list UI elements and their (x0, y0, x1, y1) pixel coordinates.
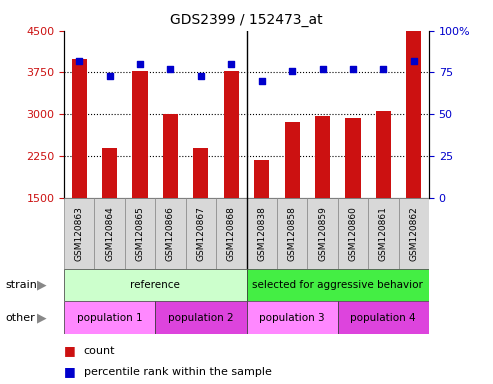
Text: GDS2399 / 152473_at: GDS2399 / 152473_at (170, 13, 323, 27)
Text: GSM120860: GSM120860 (349, 206, 357, 261)
Text: GSM120868: GSM120868 (227, 206, 236, 261)
Bar (216, 198, 246, 269)
Text: GSM120861: GSM120861 (379, 206, 388, 261)
Text: population 2: population 2 (168, 313, 234, 323)
Text: percentile rank within the sample: percentile rank within the sample (84, 366, 272, 377)
Bar (307, 198, 338, 269)
Bar (368, 198, 398, 269)
Bar (246, 301, 338, 334)
Bar (64, 198, 95, 269)
Text: GSM120838: GSM120838 (257, 206, 266, 261)
Text: GSM120867: GSM120867 (196, 206, 206, 261)
Text: population 4: population 4 (351, 313, 416, 323)
Text: GSM120858: GSM120858 (287, 206, 297, 261)
Point (106, 73, 113, 79)
Bar (224, 71, 239, 198)
Bar (254, 160, 269, 198)
Bar (71, 58, 87, 198)
Text: ■: ■ (64, 344, 76, 357)
Bar (376, 111, 391, 198)
Bar (246, 269, 429, 301)
Text: GSM120862: GSM120862 (409, 206, 418, 261)
Bar (398, 198, 429, 269)
Text: GSM120864: GSM120864 (105, 206, 114, 261)
Bar (102, 147, 117, 198)
Text: GSM120863: GSM120863 (75, 206, 84, 261)
Text: selected for aggressive behavior: selected for aggressive behavior (252, 280, 423, 290)
Point (167, 66, 175, 72)
Bar (163, 114, 178, 198)
Text: count: count (84, 346, 115, 356)
Bar (125, 198, 155, 269)
Bar (155, 198, 186, 269)
Bar (338, 198, 368, 269)
Text: reference: reference (130, 280, 180, 290)
Point (197, 73, 205, 79)
Text: ▶: ▶ (37, 311, 47, 324)
Bar (315, 116, 330, 198)
Bar (186, 198, 216, 269)
Point (349, 66, 357, 72)
Bar (95, 198, 125, 269)
Bar (133, 71, 148, 198)
Point (258, 78, 266, 84)
Bar (406, 31, 422, 198)
Bar (277, 198, 307, 269)
Point (227, 61, 235, 67)
Text: population 3: population 3 (259, 313, 325, 323)
Bar (193, 147, 209, 198)
Bar (155, 301, 246, 334)
Point (318, 66, 326, 72)
Bar (64, 301, 155, 334)
Text: population 1: population 1 (77, 313, 142, 323)
Point (380, 66, 387, 72)
Bar (64, 269, 246, 301)
Point (410, 58, 418, 64)
Bar (284, 122, 300, 198)
Point (75, 58, 83, 64)
Bar (345, 118, 360, 198)
Bar (246, 198, 277, 269)
Text: other: other (5, 313, 35, 323)
Point (288, 68, 296, 74)
Text: GSM120859: GSM120859 (318, 206, 327, 261)
Text: ■: ■ (64, 365, 76, 378)
Text: GSM120865: GSM120865 (136, 206, 144, 261)
Point (136, 61, 144, 67)
Text: ▶: ▶ (37, 279, 47, 291)
Bar (338, 301, 429, 334)
Text: strain: strain (5, 280, 37, 290)
Text: GSM120866: GSM120866 (166, 206, 175, 261)
